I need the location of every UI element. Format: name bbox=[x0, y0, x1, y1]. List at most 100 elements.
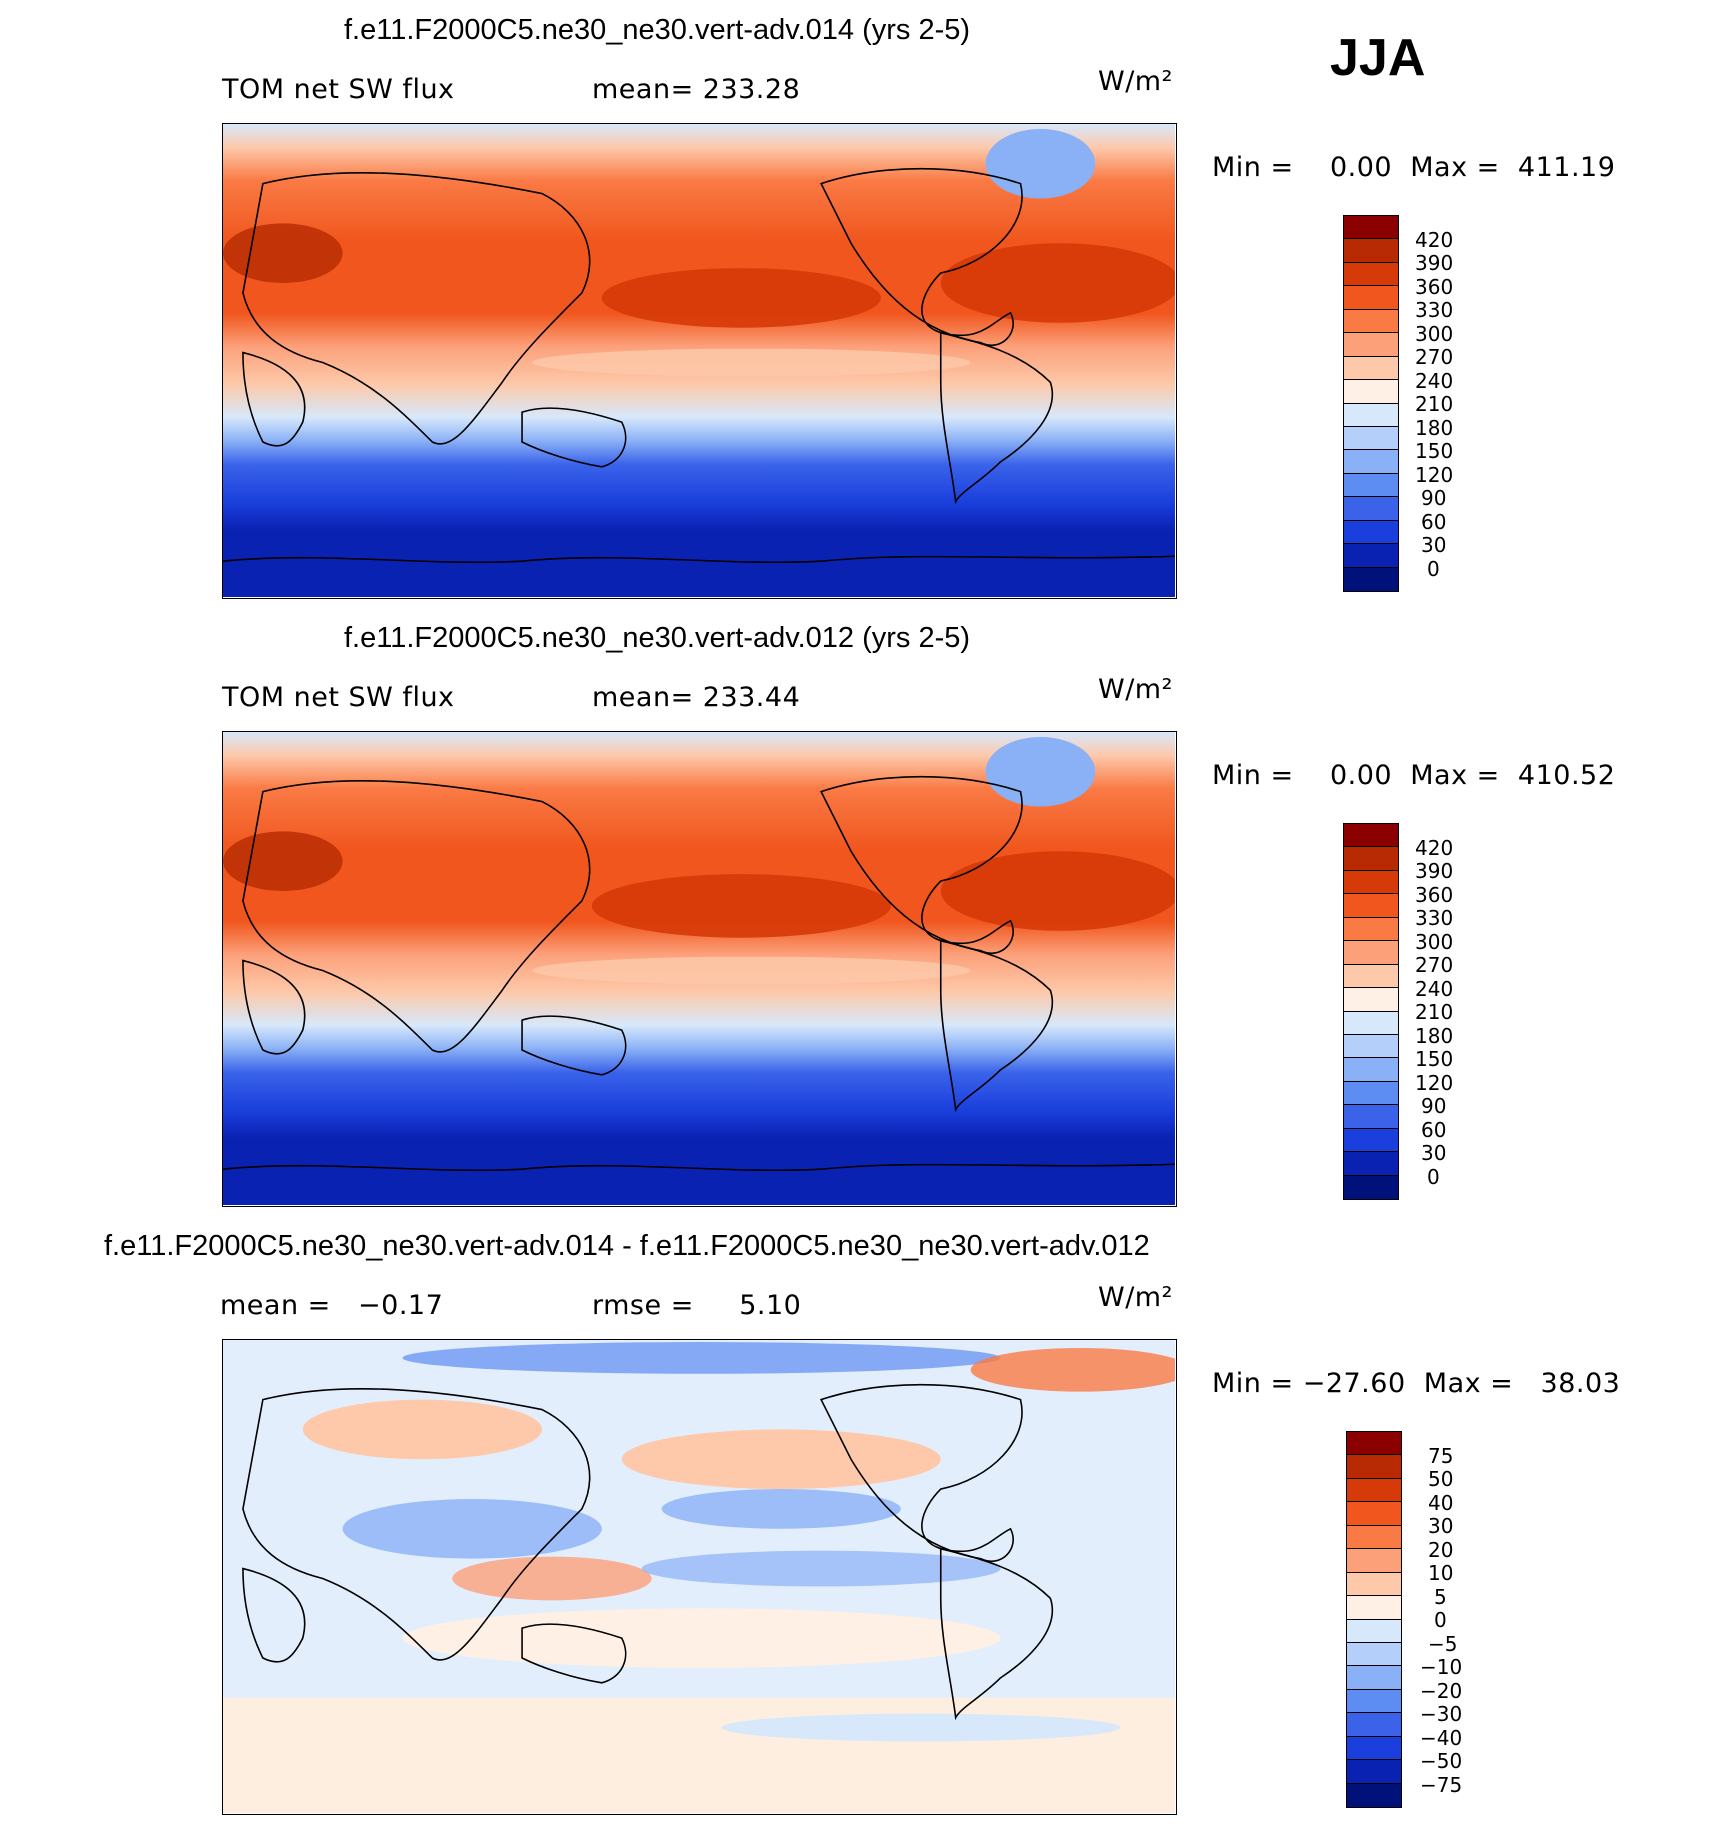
panel-1-colorbar-swatch bbox=[1344, 520, 1398, 545]
colorbar-tick: 40 bbox=[1428, 1491, 1454, 1515]
colorbar-tick: 120 bbox=[1415, 463, 1454, 487]
panel-1-colorbar-swatch bbox=[1344, 380, 1398, 404]
panel-3-colorbar-swatch bbox=[1347, 1525, 1401, 1550]
panel-1-colorbar-swatch bbox=[1344, 216, 1398, 240]
panel-1-colorbar-swatch bbox=[1344, 309, 1398, 334]
colorbar-tick: 360 bbox=[1415, 275, 1454, 299]
colorbar-tick: 180 bbox=[1415, 1024, 1454, 1048]
panel-3-colorbar-swatch bbox=[1347, 1455, 1401, 1479]
panel-2-colorbar-swatch bbox=[1344, 894, 1398, 918]
panel-1-mean-label: mean= 233.28 bbox=[592, 74, 801, 105]
colorbar-tick: 240 bbox=[1415, 977, 1454, 1001]
panel-1-colorbar-swatch bbox=[1344, 403, 1398, 427]
panel-3-colorbar-swatch bbox=[1347, 1572, 1401, 1597]
colorbar-tick: −40 bbox=[1420, 1726, 1463, 1750]
colorbar-tick: 30 bbox=[1421, 533, 1447, 557]
panel-3-colorbar bbox=[1346, 1431, 1402, 1808]
panel-2-colorbar-swatch bbox=[1344, 964, 1398, 989]
panel-3-colorbar-swatch bbox=[1347, 1619, 1401, 1643]
colorbar-tick: 180 bbox=[1415, 416, 1454, 440]
panel-2-colorbar-swatch bbox=[1344, 870, 1398, 895]
panel-2-colorbar-swatch bbox=[1344, 1034, 1398, 1059]
panel-2-colorbar bbox=[1343, 823, 1399, 1200]
colorbar-tick: 30 bbox=[1421, 1141, 1447, 1165]
panel-2-colorbar-swatch bbox=[1344, 1175, 1398, 1199]
panel-2-colorbar-swatch bbox=[1344, 917, 1398, 942]
season-label: JJA bbox=[1330, 29, 1426, 87]
colorbar-tick: 150 bbox=[1415, 1047, 1454, 1071]
panel-3-mean-label: mean = −0.17 bbox=[220, 1290, 444, 1321]
colorbar-tick: 390 bbox=[1415, 251, 1454, 275]
panel-3-rmse-label: rmse = 5.10 bbox=[592, 1290, 802, 1321]
panel-1-minmax: Min = 0.00 Max = 411.19 bbox=[1212, 152, 1616, 183]
colorbar-tick: 150 bbox=[1415, 439, 1454, 463]
colorbar-tick: 390 bbox=[1415, 859, 1454, 883]
panel-2-colorbar-swatch bbox=[1344, 847, 1398, 871]
panel-2-colorbar-swatch bbox=[1344, 988, 1398, 1012]
panel-3-colorbar-swatch bbox=[1347, 1432, 1401, 1456]
panel-2-colorbar-swatch bbox=[1344, 941, 1398, 965]
colorbar-tick: 60 bbox=[1421, 510, 1447, 534]
panel-3-units-label: W/m² bbox=[1098, 1282, 1173, 1313]
colorbar-tick: 360 bbox=[1415, 883, 1454, 907]
panel-1-colorbar bbox=[1343, 215, 1399, 592]
colorbar-tick: 5 bbox=[1434, 1585, 1447, 1609]
panel-3-colorbar-swatch bbox=[1347, 1549, 1401, 1573]
panel-1-colorbar-swatch bbox=[1344, 333, 1398, 357]
colorbar-tick: 240 bbox=[1415, 369, 1454, 393]
colorbar-tick: −20 bbox=[1420, 1679, 1463, 1703]
colorbar-tick: −30 bbox=[1420, 1702, 1463, 1726]
panel-3-colorbar-swatch bbox=[1347, 1596, 1401, 1620]
colorbar-tick: 210 bbox=[1415, 1000, 1454, 1024]
colorbar-tick: 75 bbox=[1428, 1444, 1454, 1468]
colorbar-tick: 270 bbox=[1415, 953, 1454, 977]
colorbar-tick: 20 bbox=[1428, 1538, 1454, 1562]
colorbar-tick: 330 bbox=[1415, 906, 1454, 930]
panel-1-units-label: W/m² bbox=[1098, 66, 1173, 97]
colorbar-tick: 90 bbox=[1421, 486, 1447, 510]
colorbar-tick: 60 bbox=[1421, 1118, 1447, 1142]
panel-2-colorbar-swatch bbox=[1344, 824, 1398, 848]
colorbar-tick: 330 bbox=[1415, 298, 1454, 322]
colorbar-tick: 270 bbox=[1415, 345, 1454, 369]
panel-2-colorbar-swatch bbox=[1344, 1058, 1398, 1082]
colorbar-tick: −75 bbox=[1420, 1773, 1463, 1797]
panel-3-colorbar-swatch bbox=[1347, 1642, 1401, 1667]
panel-2-colorbar-swatch bbox=[1344, 1128, 1398, 1153]
panel-2-colorbar-swatch bbox=[1344, 1105, 1398, 1129]
panel-2-minmax: Min = 0.00 Max = 410.52 bbox=[1212, 760, 1616, 791]
panel-1-colorbar-swatch bbox=[1344, 497, 1398, 521]
colorbar-tick: 120 bbox=[1415, 1071, 1454, 1095]
panel-3-colorbar-swatch bbox=[1347, 1478, 1401, 1503]
panel-1-colorbar-swatch bbox=[1344, 544, 1398, 568]
panel-3-colorbar-swatch bbox=[1347, 1502, 1401, 1526]
panel-1-colorbar-swatch bbox=[1344, 262, 1398, 287]
panel-1-colorbar-swatch bbox=[1344, 239, 1398, 263]
panel-3-colorbar-swatch bbox=[1347, 1689, 1401, 1714]
colorbar-tick: 0 bbox=[1427, 557, 1440, 581]
panel-3-colorbar-swatch bbox=[1347, 1736, 1401, 1761]
colorbar-tick: 90 bbox=[1421, 1094, 1447, 1118]
colorbar-tick: −50 bbox=[1420, 1749, 1463, 1773]
colorbar-tick: −5 bbox=[1428, 1632, 1458, 1656]
panel-2-units-label: W/m² bbox=[1098, 674, 1173, 705]
colorbar-tick: 300 bbox=[1415, 930, 1454, 954]
colorbar-tick: 30 bbox=[1428, 1514, 1454, 1538]
panel-3-minmax: Min = −27.60 Max = 38.03 bbox=[1212, 1368, 1621, 1399]
panel-2-title: f.e11.F2000C5.ne30_ne30.vert-adv.012 (yr… bbox=[344, 622, 971, 654]
panel-2-colorbar-swatch bbox=[1344, 1152, 1398, 1176]
panel-1-colorbar-swatch bbox=[1344, 473, 1398, 498]
colorbar-tick: 0 bbox=[1427, 1165, 1440, 1189]
panel-3-colorbar-swatch bbox=[1347, 1666, 1401, 1690]
panel-3-colorbar-swatch bbox=[1347, 1760, 1401, 1784]
panel-3-title: f.e11.F2000C5.ne30_ne30.vert-adv.014 - f… bbox=[104, 1230, 1150, 1262]
colorbar-tick: 0 bbox=[1434, 1608, 1447, 1632]
panel-2-colorbar-swatch bbox=[1344, 1081, 1398, 1106]
panel-1-colorbar-swatch bbox=[1344, 356, 1398, 381]
colorbar-tick: 10 bbox=[1428, 1561, 1454, 1585]
panel-2-mean-label: mean= 233.44 bbox=[592, 682, 801, 713]
colorbar-tick: −10 bbox=[1420, 1655, 1463, 1679]
colorbar-tick: 300 bbox=[1415, 322, 1454, 346]
panel-1-colorbar-swatch bbox=[1344, 567, 1398, 591]
panel-1-variable-label: TOM net SW flux bbox=[222, 74, 455, 105]
